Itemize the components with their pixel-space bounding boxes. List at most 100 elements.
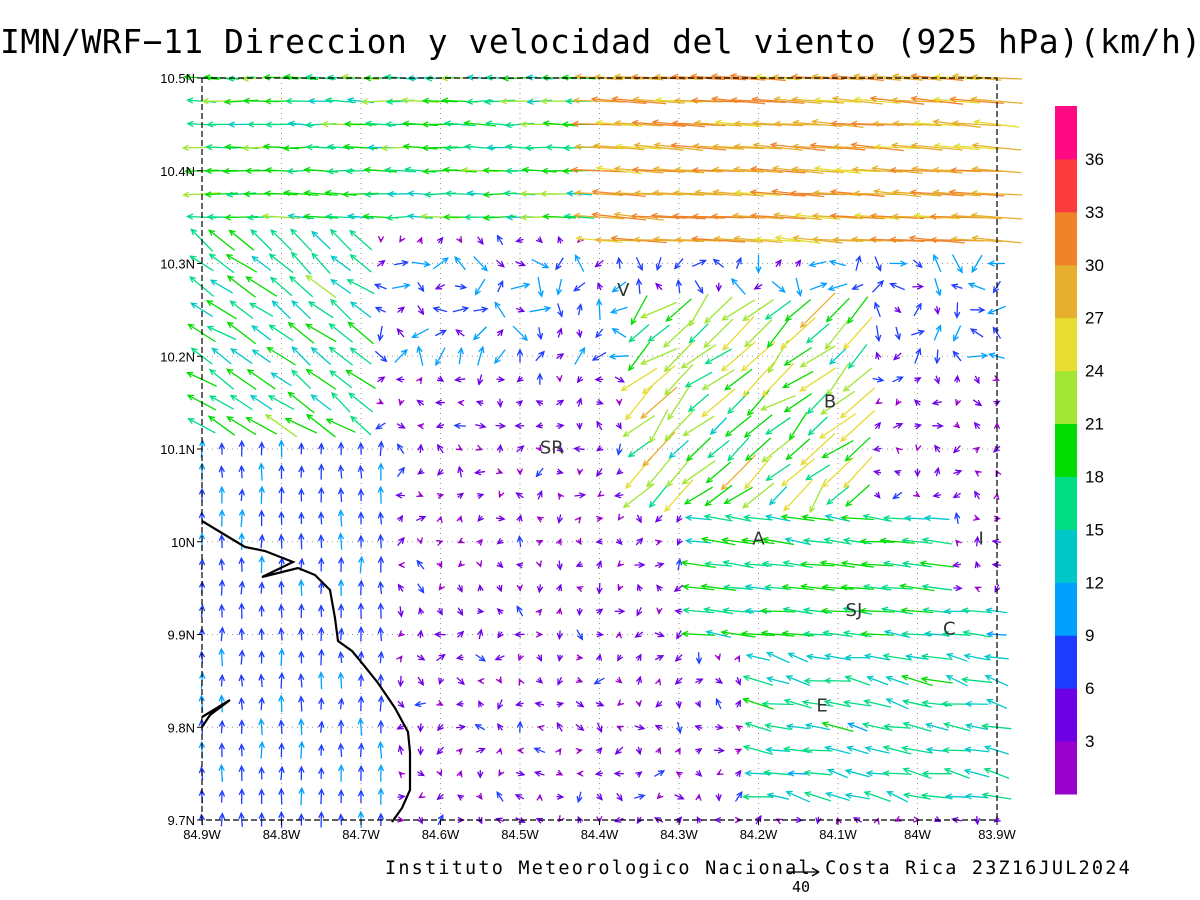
wind-vector-head [268, 253, 276, 260]
wind-vector [258, 581, 265, 594]
wind-vector [416, 423, 425, 430]
wind-vector-shaft [826, 486, 850, 505]
wind-vector [457, 346, 464, 365]
wind-vector [824, 791, 850, 801]
wind-vector [733, 189, 782, 197]
wind-vector-head [222, 168, 230, 175]
wind-vector-head [346, 213, 355, 220]
wind-vector [477, 628, 484, 640]
wind-vector [238, 602, 245, 619]
wind-vector-head [823, 653, 832, 660]
wind-vector-shaft [724, 486, 753, 504]
wind-vector-shaft [784, 393, 813, 413]
wind-vector [416, 399, 425, 406]
wind-vector-shaft [922, 701, 953, 707]
wind-vector [494, 654, 505, 661]
wind-vector-head [656, 584, 663, 592]
wind-vector [576, 329, 583, 339]
wind-vector-head [423, 191, 432, 198]
wind-vector-head [973, 514, 981, 521]
wind-vector-shaft [452, 307, 468, 313]
wind-vector-head [245, 276, 253, 283]
wind-vector [238, 673, 245, 687]
wind-vector-shaft [596, 468, 603, 477]
wind-vector-shaft [432, 257, 449, 270]
wind-vector-head [287, 120, 295, 127]
wind-vector-head [377, 511, 384, 519]
wind-vector [517, 653, 524, 662]
wind-vector-head [675, 771, 683, 778]
wind-vector-head [879, 537, 887, 544]
wind-vector-head [811, 236, 819, 243]
wind-vector [934, 306, 941, 316]
wind-vector-head [933, 142, 941, 150]
wind-vector-head [198, 604, 206, 612]
wind-vector-head [914, 423, 923, 430]
wind-vector [576, 303, 583, 316]
wind-vector [827, 283, 848, 292]
wind-vector-head [357, 789, 365, 797]
wind-vector-head [875, 264, 882, 272]
wind-vector-head [902, 792, 911, 799]
wind-vector [875, 351, 882, 360]
wind-vectors [181, 72, 1023, 828]
wind-vector-head [291, 346, 299, 354]
wind-vector-head [186, 371, 194, 378]
wind-vector-head [218, 509, 226, 517]
wind-vector-head [357, 441, 365, 449]
wind-vector-head [847, 317, 854, 325]
wind-vector-head [418, 606, 425, 615]
wind-vector-shaft [260, 556, 263, 574]
wind-vector [828, 348, 847, 365]
wind-vector-head [742, 314, 750, 322]
wind-vector-head [896, 376, 904, 383]
wind-vector [561, 167, 596, 175]
wind-vector-shaft [902, 747, 933, 754]
wind-vector [397, 583, 405, 592]
wind-vector-shaft [417, 583, 425, 593]
wind-vector-shaft [848, 344, 868, 369]
wind-vector-shaft [288, 391, 315, 414]
wind-vector [803, 791, 832, 802]
wind-vector [536, 676, 544, 684]
wind-vector-shaft [706, 631, 731, 638]
wind-vector [228, 229, 255, 251]
wind-vector [635, 653, 642, 661]
wind-vector-head [383, 73, 392, 81]
wind-vector-head [417, 770, 426, 777]
wind-vector [862, 513, 892, 522]
wind-vector [218, 719, 226, 734]
wind-vector [278, 603, 285, 618]
wind-vector-head [400, 348, 408, 356]
wind-vector-shaft [920, 562, 955, 568]
wind-vector-shaft [543, 122, 576, 127]
wind-vector-shaft [328, 145, 355, 150]
wind-vector-head [596, 469, 603, 478]
wind-vector [535, 400, 544, 407]
wind-vector [278, 486, 285, 504]
wind-vector [973, 535, 981, 547]
wind-vector-head [199, 439, 206, 447]
wind-vector [742, 514, 773, 521]
wind-vector [745, 437, 772, 462]
wind-vector-head [186, 97, 194, 104]
wind-vector-head [442, 166, 450, 174]
wind-vector [374, 350, 388, 363]
colorbar-label: 33 [1085, 203, 1104, 222]
wind-vector-shaft [379, 535, 382, 549]
wind-vector [964, 722, 989, 731]
wind-vector [251, 325, 272, 341]
wind-vector-head [902, 767, 910, 774]
wind-vector-head [688, 336, 696, 344]
wind-vector-shaft [319, 721, 323, 733]
wind-vector-shaft [633, 168, 686, 173]
wind-vector-shaft [956, 302, 959, 318]
wind-vector-shaft [397, 328, 405, 338]
wind-vector-head [820, 282, 828, 289]
wind-vector-shaft [455, 329, 465, 337]
wind-vector-shaft [949, 191, 1005, 197]
wind-vector-head [915, 302, 922, 310]
wind-vector [673, 584, 684, 592]
wind-vector-head [416, 376, 423, 385]
wind-vector-head [809, 142, 817, 149]
